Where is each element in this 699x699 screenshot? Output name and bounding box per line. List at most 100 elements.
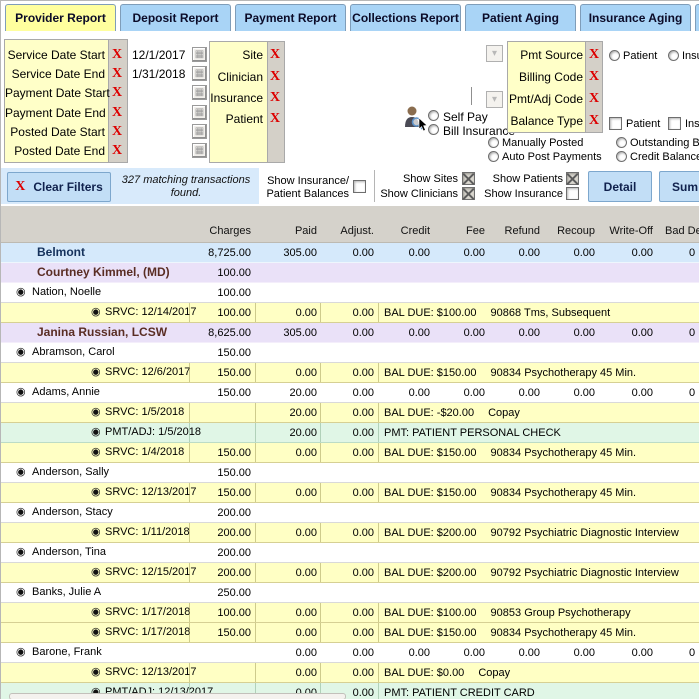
transaction-description: BAL DUE: $150.00 90834 Psychotherapy 45 M… — [384, 487, 636, 499]
cell-value: 100.00 — [217, 607, 251, 619]
clear-x-icon[interactable]: X — [270, 111, 281, 126]
eye-expand-icon[interactable]: ◉ — [91, 426, 101, 438]
table-row: ◉ SRVC: 1/11/2018 200.00 0.00 0.00 BAL DUE: $… — [1, 523, 699, 543]
cell-border — [255, 663, 256, 682]
clear-x-icon[interactable]: X — [589, 47, 600, 62]
eye-expand-icon[interactable]: ◉ — [91, 366, 101, 378]
bill-insurance-radio[interactable] — [428, 124, 439, 135]
outstanding-balance-radio[interactable] — [616, 137, 627, 148]
detail-button[interactable]: Detail — [588, 171, 652, 202]
eye-expand-icon[interactable]: ◉ — [91, 566, 101, 578]
clear-x-icon[interactable]: X — [112, 85, 123, 100]
clear-x-icon[interactable]: X — [112, 66, 123, 81]
eye-expand-icon[interactable]: ◉ — [91, 486, 101, 498]
summary-button[interactable]: Sum — [659, 171, 699, 202]
calendar-icon[interactable]: ▦ — [192, 47, 207, 62]
clear-x-icon[interactable]: X — [589, 69, 600, 84]
calendar-icon[interactable]: ▦ — [192, 143, 207, 158]
tab-deposit-report[interactable]: Deposit Report — [120, 4, 231, 31]
balance-insurance-checkbox[interactable] — [668, 117, 681, 130]
cell-border — [378, 623, 379, 642]
clear-x-icon[interactable]: X — [270, 47, 281, 62]
calendar-icon[interactable]: ▦ — [192, 66, 207, 81]
balance-text: PMT: PATIENT CREDIT CARD — [384, 687, 535, 699]
eye-expand-icon[interactable]: ◉ — [91, 626, 101, 638]
eye-expand-icon[interactable]: ◉ — [91, 446, 101, 458]
auto-post-payments-radio[interactable] — [488, 151, 499, 162]
cell-value: 200.00 — [217, 567, 251, 579]
dropdown-chevron-icon[interactable]: ▾ — [486, 45, 503, 62]
cell-border — [255, 563, 256, 582]
tab-patient-aging[interactable]: Patient Aging — [465, 4, 576, 31]
cell-value: 0.00 — [408, 647, 430, 659]
clear-x-icon[interactable]: X — [270, 69, 281, 84]
cell-value: 150.00 — [217, 487, 251, 499]
tab-insurance-aging[interactable]: Insurance Aging — [580, 4, 691, 31]
self-pay-radio[interactable] — [428, 110, 439, 121]
row-label: Janina Russian, LCSW — [37, 325, 168, 339]
service-date-start-value[interactable]: 12/1/2017 — [132, 48, 186, 62]
pmt-source-patient-radio[interactable] — [609, 50, 620, 61]
procedure-text: 90792 Psychiatric Diagnostic Interview — [490, 527, 679, 539]
tab-provider-report[interactable]: Provider Report — [5, 4, 116, 31]
calendar-icon[interactable]: ▦ — [192, 85, 207, 100]
table-row: ◉ SRVC: 12/13/2017 0.00 0.00 BAL DUE: $0.00 C… — [1, 663, 699, 683]
manually-posted-radio[interactable] — [488, 137, 499, 148]
clear-x-icon[interactable]: X — [589, 113, 600, 128]
balance-text: BAL DUE: $150.00 — [384, 447, 477, 459]
clear-x-icon[interactable]: X — [270, 90, 281, 105]
transaction-description: BAL DUE: $150.00 90834 Psychotherapy 45 M… — [384, 447, 636, 459]
tab-payment-report[interactable]: Payment Report — [235, 4, 346, 31]
clear-x-icon[interactable]: X — [112, 47, 123, 62]
row-label: Anderson, Sally — [32, 466, 110, 478]
calendar-icon[interactable]: ▦ — [192, 105, 207, 120]
tab-collections-report[interactable]: Collections Report — [350, 4, 461, 31]
eye-expand-icon[interactable]: ◉ — [16, 546, 26, 558]
pmt-source-insurance-radio[interactable] — [668, 50, 679, 61]
clear-x-icon[interactable]: X — [112, 124, 123, 139]
filter-label-payment-date-end: Payment Date End — [5, 106, 106, 120]
filter-label-posted-date-start: Posted Date Start — [10, 125, 105, 139]
horizontal-scrollbar[interactable] — [9, 693, 346, 699]
cell-value: 0.00 — [352, 367, 374, 379]
balance-patient-checkbox[interactable] — [609, 117, 622, 130]
eye-expand-icon[interactable]: ◉ — [16, 386, 26, 398]
show-patients-checkbox[interactable] — [566, 172, 579, 185]
cell-value: 0.00 — [463, 647, 485, 659]
filter-label-posted-date-end: Posted Date End — [14, 144, 105, 158]
eye-expand-icon[interactable]: ◉ — [91, 606, 101, 618]
eye-expand-icon[interactable]: ◉ — [16, 466, 26, 478]
clear-x-icon[interactable]: X — [112, 105, 123, 120]
row-label: SRVC: 12/6/2017 — [105, 366, 191, 378]
eye-expand-icon[interactable]: ◉ — [91, 666, 101, 678]
dropdown-chevron-icon[interactable]: ▾ — [486, 91, 503, 108]
cell-border — [320, 483, 321, 502]
eye-expand-icon[interactable]: ◉ — [16, 286, 26, 298]
show-ins-pat-balances-checkbox[interactable] — [353, 180, 366, 193]
clear-x-icon[interactable]: X — [112, 143, 123, 158]
tab-clipped[interactable]: C — [695, 4, 699, 31]
eye-expand-icon[interactable]: ◉ — [91, 686, 101, 698]
eye-expand-icon[interactable]: ◉ — [91, 406, 101, 418]
eye-expand-icon[interactable]: ◉ — [16, 586, 26, 598]
clear-filters-button[interactable]: X Clear Filters — [7, 172, 111, 202]
cell-border — [378, 363, 379, 382]
row-label: Anderson, Tina — [32, 546, 106, 558]
service-date-end-value[interactable]: 1/31/2018 — [132, 67, 186, 81]
eye-expand-icon[interactable]: ◉ — [16, 646, 26, 658]
cell-border — [320, 683, 321, 699]
eye-expand-icon[interactable]: ◉ — [91, 306, 101, 318]
eye-expand-icon[interactable]: ◉ — [16, 506, 26, 518]
cell-value: 0 — [689, 387, 696, 399]
eye-expand-icon[interactable]: ◉ — [91, 526, 101, 538]
show-sites-checkbox[interactable] — [462, 172, 475, 185]
show-insurance-checkbox[interactable] — [566, 187, 579, 200]
procedure-text: Copay — [488, 407, 520, 419]
credit-balance-radio[interactable] — [616, 151, 627, 162]
show-clinicians-checkbox[interactable] — [462, 187, 475, 200]
clear-x-icon[interactable]: X — [589, 91, 600, 106]
column-header: Adjust. — [340, 225, 374, 237]
eye-expand-icon[interactable]: ◉ — [16, 346, 26, 358]
calendar-icon[interactable]: ▦ — [192, 124, 207, 139]
row-label: PMT/ADJ: 1/5/2018 — [105, 426, 201, 438]
